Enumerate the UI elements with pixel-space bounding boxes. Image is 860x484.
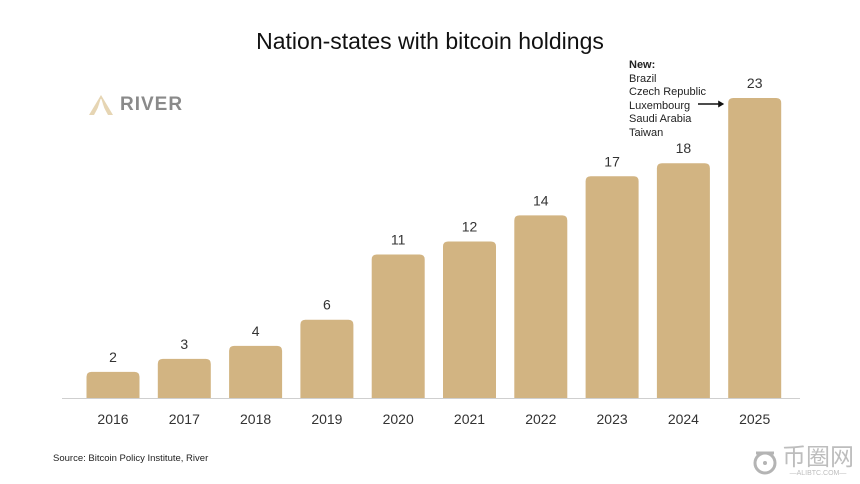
watermark-logo-icon xyxy=(753,451,777,474)
annotation: New: Brazil Czech Republic Luxembourg Sa… xyxy=(629,59,706,140)
chart-title: Nation-states with bitcoin holdings xyxy=(256,28,604,54)
bar-2017 xyxy=(157,358,211,398)
annotation-item: Taiwan xyxy=(629,126,664,139)
x-tick-label: 2016 xyxy=(97,411,128,427)
data-label: 12 xyxy=(462,218,478,234)
x-tick-label: 2022 xyxy=(525,411,556,427)
watermark-subtext: —ALIBTC.COM— xyxy=(789,470,847,477)
bar-2022 xyxy=(514,215,568,398)
bar-2023 xyxy=(585,176,639,398)
annotation-arrow-head-icon xyxy=(718,100,725,108)
data-label: 3 xyxy=(180,336,188,352)
data-label: 4 xyxy=(252,323,260,339)
data-label: 23 xyxy=(747,75,763,91)
x-tick-label: 2019 xyxy=(311,411,342,427)
data-label: 2 xyxy=(109,349,117,365)
annotation-item: Brazil xyxy=(629,72,657,85)
river-logo-icon xyxy=(89,95,113,116)
data-label: 17 xyxy=(604,153,620,169)
data-label: 11 xyxy=(391,232,406,248)
bar-2024 xyxy=(656,163,710,398)
river-logo: RIVER xyxy=(88,94,183,116)
bar-2016 xyxy=(86,371,140,398)
annotation-item: Czech Republic xyxy=(629,86,707,98)
bar-2018 xyxy=(229,345,283,398)
bar-2021 xyxy=(443,241,496,398)
source-note: Source: Bitcoin Policy Institute, River xyxy=(53,453,209,464)
logo-text: RIVER xyxy=(120,94,184,115)
x-tick-label: 2018 xyxy=(240,411,271,427)
x-tick-label: 2023 xyxy=(597,411,628,427)
watermark-text: 币圈网 xyxy=(782,444,854,471)
x-tick-label: 2020 xyxy=(383,411,414,427)
x-tick-label: 2024 xyxy=(668,411,699,427)
x-tick-label: 2025 xyxy=(739,411,770,427)
data-label: 18 xyxy=(676,140,692,156)
bar-2025 xyxy=(728,98,782,398)
data-label: 6 xyxy=(323,297,331,313)
watermark: 币圈网 —ALIBTC.COM— xyxy=(752,446,854,477)
x-tick-label: 2017 xyxy=(169,411,200,427)
x-tick-label: 2021 xyxy=(454,411,485,427)
annotation-item: Saudi Arabia xyxy=(629,113,692,125)
bar-2019 xyxy=(300,319,354,398)
annotation-heading: New: xyxy=(629,59,656,71)
data-label: 14 xyxy=(533,192,549,208)
bar-2020 xyxy=(371,254,425,398)
annotation-item: Luxembourg xyxy=(629,99,691,112)
